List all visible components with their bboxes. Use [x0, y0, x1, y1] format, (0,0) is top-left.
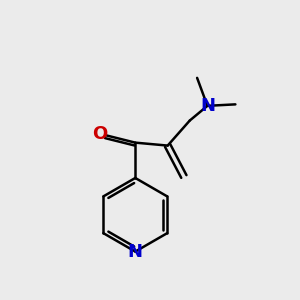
- Text: N: N: [128, 243, 143, 261]
- Text: N: N: [200, 97, 215, 115]
- Text: O: O: [92, 125, 108, 143]
